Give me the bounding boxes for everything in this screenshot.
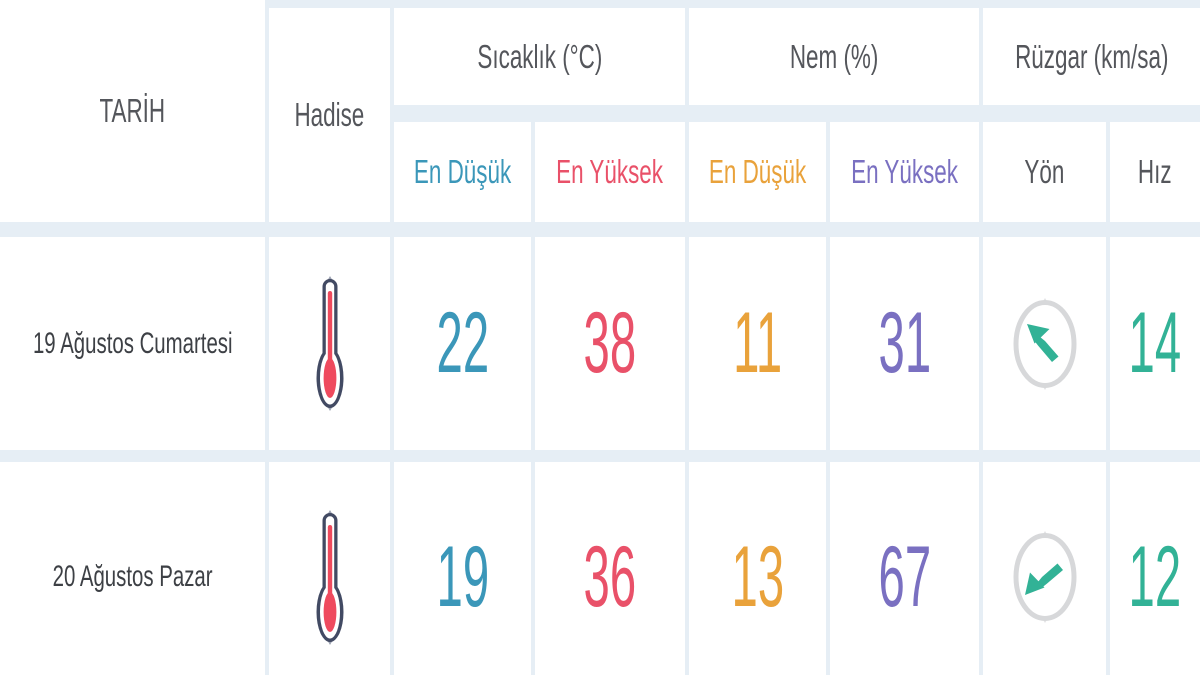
thermometer-icon — [315, 276, 345, 411]
temperature-max-value: 38 — [583, 295, 637, 391]
table-row-1-humidity-min-cell: 11 — [689, 237, 826, 450]
column-header-humidity-max: En Yüksek — [830, 122, 979, 222]
column-header-temperature-max-label: En Yüksek — [556, 153, 664, 190]
temperature-max-value: 36 — [583, 528, 637, 625]
row-date-label: 20 Ağustos Pazar — [52, 560, 213, 593]
table-row-2-wind-direction-cell — [983, 462, 1106, 675]
table-row-1-date-cell: 19 Ağustos Cumartesi — [0, 237, 265, 450]
column-header-humidity-min: En Düşük — [689, 122, 826, 222]
table-row-2-wind-speed-cell: 12 — [1110, 462, 1200, 675]
temperature-min-value: 22 — [436, 295, 489, 391]
wind-speed-value: 12 — [1128, 528, 1182, 625]
table-row-1-humidity-max-cell: 31 — [830, 237, 979, 450]
column-header-condition: Hadise — [269, 8, 390, 222]
column-header-temperature-max: En Yüksek — [535, 122, 685, 222]
humidity-max-value: 31 — [878, 295, 931, 391]
column-group-header-wind: Rüzgar (km/sa) — [983, 8, 1200, 105]
column-header-temperature-min: En Düşük — [394, 122, 531, 222]
humidity-min-value: 11 — [732, 295, 783, 391]
table-row-2-temperature-min-cell: 19 — [394, 462, 531, 675]
column-group-header-wind-label: Rüzgar (km/sa) — [1014, 37, 1169, 75]
column-header-wind-speed: Hız — [1110, 122, 1200, 222]
table-row-2-date-cell: 20 Ağustos Pazar — [0, 462, 265, 675]
column-group-header-humidity-label: Nem (%) — [789, 37, 879, 75]
column-header-humidity-max-label: En Yüksek — [851, 153, 958, 190]
column-header-condition-label: Hadise — [294, 96, 365, 133]
table-row-2-temperature-max-cell: 36 — [535, 462, 685, 675]
row-date-label: 19 Ağustos Cumartesi — [32, 326, 233, 360]
column-header-temperature-min-label: En Düşük — [413, 153, 512, 190]
column-header-date-label: TARİH — [99, 92, 166, 129]
wind-speed-value: 14 — [1128, 295, 1182, 391]
table-row-1-temperature-max-cell: 38 — [535, 237, 685, 450]
temperature-min-value: 19 — [436, 528, 489, 625]
humidity-max-value: 67 — [878, 528, 931, 625]
table-row-1-temperature-min-cell: 22 — [394, 237, 531, 450]
column-header-wind-direction-label: Yön — [1024, 153, 1065, 190]
wind-direction-southwest-icon — [1012, 531, 1078, 623]
column-header-wind-speed-label: Hız — [1138, 153, 1172, 190]
column-header-wind-direction: Yön — [983, 122, 1106, 222]
table-row-2-condition-cell — [269, 462, 390, 675]
table-row-1-wind-speed-cell: 14 — [1110, 237, 1200, 450]
humidity-min-value: 13 — [731, 528, 784, 625]
wind-direction-northwest-icon — [1012, 297, 1078, 390]
table-row-2-humidity-max-cell: 67 — [830, 462, 979, 675]
column-group-header-temperature-label: Sıcaklık (°C) — [477, 37, 602, 75]
table-row-1-condition-cell — [269, 237, 390, 450]
column-group-header-humidity: Nem (%) — [689, 8, 979, 105]
column-group-header-temperature: Sıcaklık (°C) — [394, 8, 685, 105]
column-header-humidity-min-label: En Düşük — [708, 153, 807, 190]
column-header-date: TARİH — [0, 0, 265, 222]
thermometer-icon — [315, 509, 345, 645]
table-row-1-wind-direction-cell — [983, 237, 1106, 450]
table-row-2-humidity-min-cell: 13 — [689, 462, 826, 675]
